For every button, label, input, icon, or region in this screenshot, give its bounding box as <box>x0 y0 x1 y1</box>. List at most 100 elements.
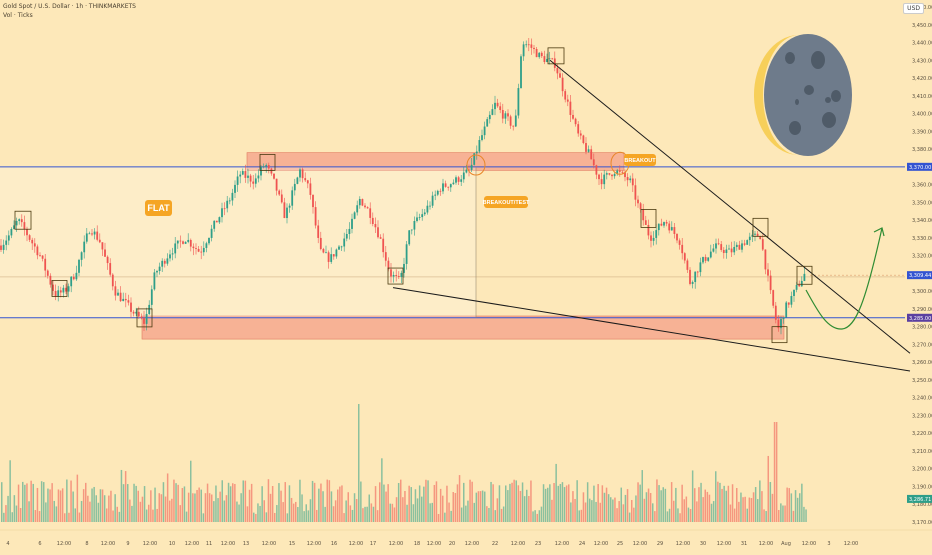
volume-bar <box>433 484 436 522</box>
volume-bar <box>563 487 566 522</box>
volume-bar <box>706 491 709 522</box>
candle-body <box>696 271 699 273</box>
candle-body <box>358 198 361 206</box>
volume-bar <box>280 490 282 522</box>
volume-bar <box>631 499 633 522</box>
candle-body <box>80 252 83 260</box>
volume-bar <box>141 496 144 522</box>
volume-bar <box>444 512 446 522</box>
candle-body <box>501 109 504 119</box>
volume-bar <box>538 510 541 522</box>
candle-body <box>421 214 424 218</box>
candle-body <box>585 143 587 152</box>
volume-bar <box>643 498 646 522</box>
candle-body <box>767 269 769 276</box>
volume-bar <box>236 501 238 522</box>
candle-body <box>351 218 353 229</box>
candle-body <box>707 257 710 261</box>
volume-bar <box>225 495 228 522</box>
currency-button[interactable]: USD <box>903 3 924 14</box>
price-tag-bg <box>907 271 932 280</box>
candle-body <box>67 286 70 292</box>
volume-bar <box>761 491 763 522</box>
volume-bar <box>276 505 278 522</box>
candle-body <box>374 224 377 228</box>
candle-body <box>769 275 772 291</box>
price-tick-label: 3,430.00 <box>912 58 932 64</box>
candle-body <box>52 284 54 291</box>
volume-bar <box>446 485 448 522</box>
volume-bar <box>652 503 654 522</box>
volume-bar <box>509 483 511 522</box>
moon-crater <box>822 112 836 128</box>
candle-body <box>774 305 777 320</box>
volume-bar <box>696 501 698 522</box>
volume-bar <box>748 497 751 522</box>
candle-body <box>57 290 60 297</box>
volume-bar <box>127 484 129 522</box>
candle-body <box>88 233 91 235</box>
volume-bar <box>108 495 110 522</box>
price-tick-label: 3,210.00 <box>912 449 932 455</box>
candle-body <box>163 260 166 264</box>
volume-bar <box>425 479 427 522</box>
volume-bar <box>513 479 515 522</box>
candle-body <box>663 222 665 226</box>
volume-bar <box>284 482 286 522</box>
candle-body <box>423 212 426 215</box>
time-tick-label: 30 <box>700 541 706 547</box>
candle-body <box>717 243 720 245</box>
candle-body <box>561 77 564 92</box>
volume-bar <box>316 509 318 522</box>
volume-bar <box>731 484 734 522</box>
candle-body <box>200 251 203 253</box>
volume-bar <box>156 508 158 522</box>
price-tick-label: 3,350.00 <box>912 200 932 206</box>
volume-bar <box>435 481 438 522</box>
candle-body <box>161 260 164 267</box>
volume-bar <box>164 496 167 522</box>
volume-bar <box>137 490 139 522</box>
volume-bar <box>477 491 480 522</box>
volume-bar <box>542 484 545 522</box>
candle-body <box>275 178 278 191</box>
candle-body <box>280 194 283 203</box>
candle-body <box>595 165 598 175</box>
candle-body <box>101 242 104 250</box>
volume-bar <box>13 495 16 522</box>
volume-bar <box>479 491 482 522</box>
volume-bar <box>778 509 780 522</box>
candle-body <box>166 258 169 264</box>
candle-body <box>140 316 143 318</box>
candle-body <box>522 44 525 57</box>
volume-bar <box>458 475 461 522</box>
volume-bar <box>103 495 106 522</box>
volume-bar <box>738 501 740 522</box>
volume-bar <box>80 500 83 522</box>
candle-body <box>83 241 86 253</box>
time-tick-label: 18 <box>414 541 420 547</box>
price-tick-label: 3,290.00 <box>912 307 932 313</box>
volume-bar <box>341 485 343 522</box>
candle-body <box>725 249 728 253</box>
candle-body <box>335 249 338 257</box>
volume-bar <box>194 493 196 522</box>
time-axis: 4 6 12:00 8 12:00 9 12:00 10 12:00 11 12:00 13 12:00… <box>6 541 858 547</box>
volume-bar <box>59 490 62 522</box>
volume-bar <box>393 507 396 522</box>
volume-bar <box>97 502 100 522</box>
price-tick-label: 3,260.00 <box>912 360 932 366</box>
volume-bar <box>526 489 528 522</box>
volume-bar <box>364 506 366 522</box>
volume-bar <box>82 489 85 522</box>
candle-body <box>174 243 177 254</box>
candle-body <box>525 44 528 46</box>
candle-body <box>712 248 715 252</box>
price-tick-label: 3,180.00 <box>912 502 932 508</box>
candle-body <box>735 244 738 247</box>
volume-bar <box>469 479 471 522</box>
candle-body <box>478 140 481 152</box>
volume-bar <box>101 489 104 522</box>
volume-bar <box>106 508 108 522</box>
